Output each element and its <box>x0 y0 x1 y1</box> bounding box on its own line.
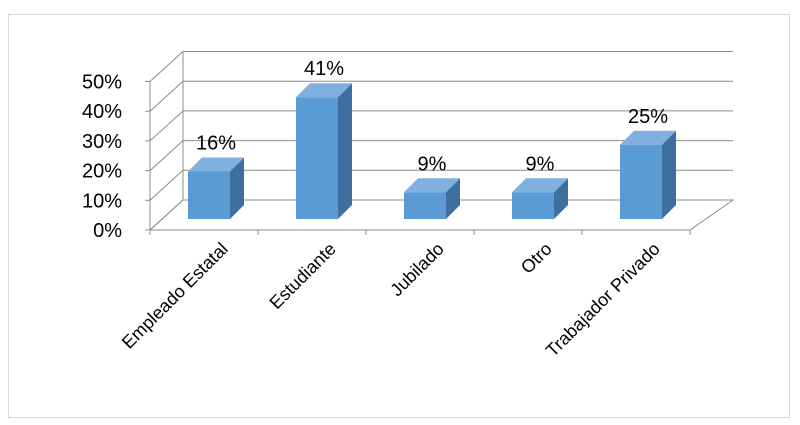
bar <box>404 178 460 219</box>
data-label: 41% <box>304 58 344 80</box>
axes <box>148 51 735 235</box>
bar-top <box>188 157 244 172</box>
category-label: Estudiante <box>266 239 340 313</box>
bar-front <box>404 192 446 219</box>
y-tick-label: 0% <box>93 220 122 242</box>
category-labels: Empleado Estatal Estudiante Jubilado OtroTr… <box>118 239 664 361</box>
bar-side <box>338 83 352 219</box>
side-gridline <box>149 110 184 142</box>
y-axis-ticks: 0% 10% 20% 30% 40% 50% <box>82 72 122 243</box>
category-label: Trabajador Privado <box>542 239 664 361</box>
bar-top <box>404 178 460 193</box>
category-label: Jubilado <box>386 239 448 301</box>
data-label: 9% <box>526 153 555 175</box>
bar-top <box>512 178 568 193</box>
chart-floor <box>148 199 735 231</box>
bar <box>188 157 244 219</box>
bars <box>188 83 676 219</box>
bar-front <box>512 192 554 219</box>
bar-top <box>296 83 352 98</box>
side-gridline <box>149 51 184 82</box>
data-labels: 16% 41% 9% 9% 25% <box>196 58 668 175</box>
side-gridline <box>149 169 184 201</box>
data-label: 25% <box>628 106 668 128</box>
bar <box>620 130 676 219</box>
side-gridline <box>149 140 184 171</box>
bar-top <box>620 130 676 145</box>
bar <box>296 83 352 219</box>
y-tick-label: 40% <box>82 101 122 123</box>
y-tick-label: 10% <box>82 190 122 212</box>
category-label: Empleado Estatal <box>118 239 232 353</box>
y-tick-label: 50% <box>82 72 122 94</box>
bar-side <box>230 157 244 219</box>
bar-side <box>554 178 568 219</box>
bar-front <box>296 97 338 219</box>
y-tick-label: 20% <box>82 161 122 183</box>
bar-front <box>188 171 230 219</box>
category-label: Otro <box>517 239 556 278</box>
bar-front <box>620 144 662 219</box>
data-label: 9% <box>418 153 447 175</box>
bar <box>512 178 568 219</box>
data-label: 16% <box>196 132 236 154</box>
side-gridline <box>149 80 184 112</box>
bar-side <box>662 130 676 219</box>
y-tick-label: 30% <box>82 131 122 153</box>
bar-side <box>446 178 460 219</box>
